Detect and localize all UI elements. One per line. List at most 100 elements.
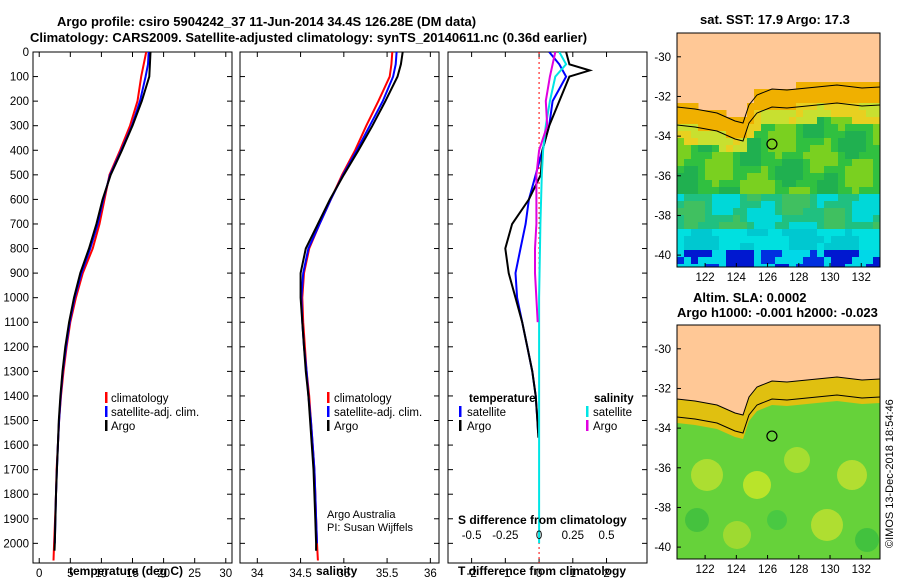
sst-cell [684, 124, 692, 132]
sst-cell [705, 187, 713, 195]
y-tick-label: 900 [10, 268, 29, 280]
sst-cell [845, 180, 853, 188]
sst-cell [768, 194, 776, 202]
sst-cell [747, 103, 755, 111]
sst-cell [845, 236, 853, 244]
sst-cell [775, 173, 783, 181]
sst-cell [796, 166, 804, 174]
sst-cell [831, 131, 839, 139]
sst-cell [768, 264, 776, 267]
sst-map-image [677, 33, 880, 267]
sst-cell [845, 131, 853, 139]
sst-cell [873, 208, 880, 216]
map-y-tick-label: -38 [654, 210, 671, 222]
sst-cell [705, 117, 713, 125]
sst-cell [810, 110, 818, 118]
legend-label-argo: Argo [111, 421, 135, 433]
sst-cell [740, 229, 748, 237]
sst-cell [859, 110, 867, 118]
sst-cell [747, 110, 755, 118]
sst-cell [719, 110, 727, 118]
sst-cell [873, 264, 880, 267]
sst-cell [803, 215, 811, 223]
sst-cell [698, 180, 706, 188]
sst-cell [677, 117, 685, 125]
sst-cell [726, 257, 734, 265]
sst-cell [852, 222, 860, 230]
sst-cell [852, 236, 860, 244]
sst-cell [866, 257, 874, 265]
sst-cell [733, 215, 741, 223]
sst-cell [740, 166, 748, 174]
sst-cell [852, 103, 860, 111]
sst-cell [782, 117, 790, 125]
sst-cell [873, 124, 880, 132]
sst-cell [803, 117, 811, 125]
sst-cell [824, 180, 832, 188]
sst-cell [754, 117, 762, 125]
sst-cell [775, 124, 783, 132]
figure-title-line1: Argo profile: csiro 5904242_37 11-Jun-20… [57, 14, 476, 29]
y-tick-label: 400 [10, 145, 29, 157]
sst-cell [726, 215, 734, 223]
sst-cell [838, 236, 846, 244]
sst-cell [782, 110, 790, 118]
sst-cell [726, 124, 734, 132]
sst-cell [852, 152, 860, 160]
sst-cell [810, 264, 818, 267]
sst-cell [768, 110, 776, 118]
sst-cell [768, 96, 776, 104]
sst-cell [810, 222, 818, 230]
map-y-tick-label: -32 [654, 383, 671, 395]
sst-cell [845, 96, 853, 104]
sst-cell [726, 138, 734, 146]
sst-cell [747, 257, 755, 265]
sst-cell [873, 117, 880, 125]
sst-cell [684, 103, 692, 111]
legend-swatch-temp-argo [459, 420, 462, 431]
temperature-y-axis: 0 100 200 300 400 500 600 700 800 900 1000 1100 1200… [3, 47, 232, 550]
map-y-tick-label: -36 [654, 171, 671, 183]
sst-cell [817, 222, 825, 230]
map-x-tick-label: 132 [852, 564, 871, 576]
sst-cell [796, 222, 804, 230]
sst-cell [873, 257, 880, 265]
series-line-satellite-adj-clim- [53, 52, 150, 544]
y-tick-label: 1100 [4, 317, 29, 329]
sst-cell [789, 236, 797, 244]
sst-map-panel: sat. SST: 17.9 Argo: 17.3 122 124 126 128 13… [654, 12, 881, 284]
sst-cell [712, 131, 720, 139]
map-x-tick-label: 122 [696, 564, 715, 576]
sst-cell [782, 166, 790, 174]
sst-cell [817, 159, 825, 167]
sst-cell [789, 215, 797, 223]
sst-cell [824, 187, 832, 195]
sst-cell [719, 264, 727, 267]
sst-cell [859, 166, 867, 174]
sst-cell [726, 229, 734, 237]
sst-cell [761, 145, 769, 153]
sla-anomaly-blob [837, 460, 867, 490]
sst-cell [733, 131, 741, 139]
sst-cell [684, 166, 692, 174]
sla-map-axes: 122 124 126 128 130 132 -30 -32 -34 -36 -38 -40 [654, 344, 870, 576]
sst-cell [852, 159, 860, 167]
sst-cell [873, 103, 880, 111]
sst-cell [726, 159, 734, 167]
x-tick-label: 0 [36, 568, 42, 580]
sst-cell [775, 89, 783, 97]
sst-cell [691, 117, 699, 125]
sst-cell [852, 257, 860, 265]
y-tick-label: 1300 [3, 366, 29, 378]
sst-cell [719, 117, 727, 125]
sst-cell [789, 243, 797, 251]
sst-cell [845, 173, 853, 181]
sst-cell [740, 264, 748, 267]
sst-cell [873, 222, 880, 230]
sst-cell [719, 236, 727, 244]
sst-cell [838, 257, 846, 265]
sst-cell [838, 222, 846, 230]
legend-swatch-argo [327, 420, 330, 431]
sst-cell [782, 152, 790, 160]
legend-label-sal-argo: Argo [593, 421, 617, 433]
